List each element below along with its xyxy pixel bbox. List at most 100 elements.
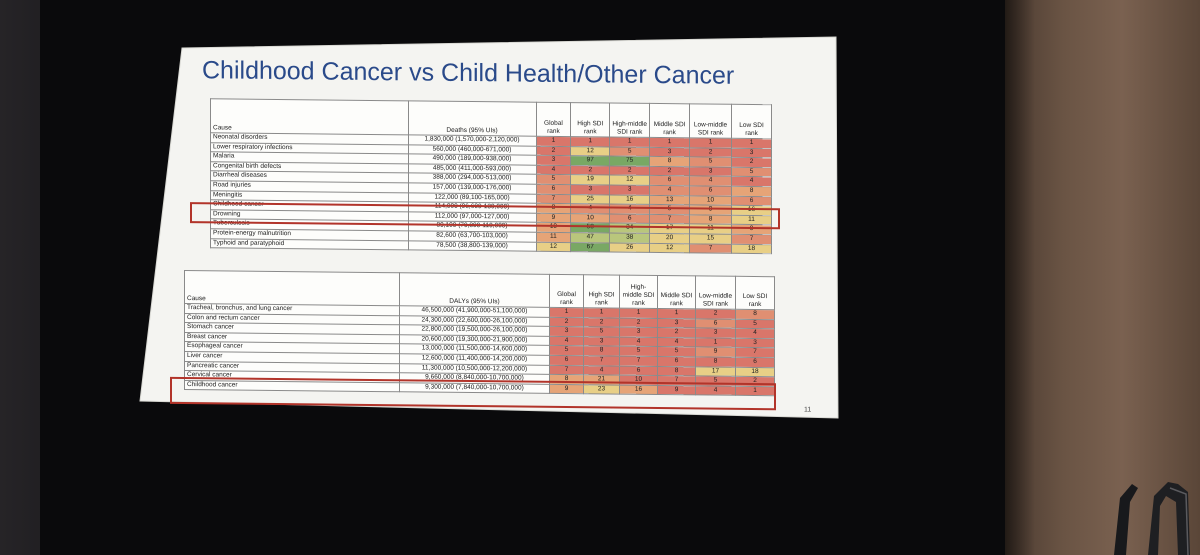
rank-cell: 1: [695, 337, 736, 348]
rank-cell: 7: [735, 347, 775, 358]
rank-cell: 38: [609, 232, 650, 243]
rank-cell: 4: [689, 176, 732, 187]
rank-cell: 5: [731, 167, 772, 178]
rank-cell: 16: [609, 194, 650, 205]
cause-cell: Typhoid and paratyphoid: [210, 238, 409, 250]
rank-cell: 3: [609, 184, 650, 195]
rank-cell: 2: [695, 308, 736, 319]
rank-cell: 5: [609, 146, 650, 157]
rank-cell: 3: [649, 146, 690, 158]
rank-cell: 4: [549, 336, 584, 347]
rank-cell: 8: [649, 156, 690, 167]
column-header: Low-middle SDI rank: [695, 275, 736, 310]
rank-cell: 1: [536, 136, 571, 147]
column-header: Middle SDI rank: [649, 103, 690, 138]
page-number: 11: [804, 406, 812, 414]
rank-cell: 2: [570, 165, 610, 176]
rank-cell: 2: [549, 316, 584, 327]
rank-cell: 25: [570, 194, 610, 205]
rank-cell: 18: [731, 243, 772, 254]
rank-cell: 7: [583, 355, 620, 366]
rank-cell: 97: [570, 155, 610, 166]
rank-cell: 67: [570, 242, 610, 253]
room-wall-right: [1005, 0, 1200, 555]
rank-cell: 3: [731, 147, 772, 158]
rank-cell: 4: [649, 185, 690, 196]
rank-cell: 5: [549, 345, 584, 356]
rank-cell: 7: [549, 364, 584, 375]
rank-cell: 7: [689, 243, 732, 254]
rank-cell: 7: [536, 193, 571, 204]
column-header: Middle SDI rank: [657, 275, 696, 309]
rank-cell: 8: [731, 186, 772, 197]
column-header: Low SDI rank: [731, 104, 772, 139]
value-cell: 78,500 (38,800-139,000): [408, 240, 537, 252]
rank-cell: 1: [649, 137, 690, 148]
rank-cell: 3: [735, 338, 775, 349]
rank-cell: 3: [657, 318, 696, 329]
slide-title: Childhood Cancer vs Child Health/Other C…: [202, 56, 735, 90]
rank-cell: 4: [619, 336, 658, 347]
column-header: High SDI rank: [570, 102, 610, 137]
rank-cell: 4: [536, 164, 571, 175]
rank-cell: 2: [657, 327, 696, 338]
column-header: Global rank: [536, 102, 571, 137]
column-header: Low SDI rank: [735, 276, 775, 310]
rank-cell: 10: [689, 195, 732, 206]
rank-cell: 4: [583, 365, 620, 376]
column-header: High SDI rank: [583, 274, 620, 309]
rank-cell: 3: [695, 328, 736, 339]
rank-cell: 6: [619, 365, 658, 376]
rank-cell: 6: [735, 357, 775, 368]
deaths-table: Cause Deaths (95% UIs) Global rank High …: [210, 98, 772, 255]
rank-cell: 6: [657, 356, 696, 367]
rank-cell: 12: [536, 241, 571, 252]
rank-cell: 6: [549, 355, 584, 366]
rank-cell: 1: [731, 138, 772, 149]
rank-cell: 1: [689, 137, 732, 148]
rank-cell: 2: [731, 157, 772, 168]
rank-cell: 5: [619, 346, 658, 357]
column-header: Global rank: [549, 274, 584, 308]
rank-cell: 4: [731, 176, 772, 187]
rank-cell: 2: [649, 166, 690, 177]
column-header: DALYs (95% UIs): [399, 272, 550, 308]
rank-cell: 5: [657, 346, 696, 357]
rank-cell: 6: [536, 184, 571, 195]
rank-cell: 6: [649, 175, 690, 186]
rank-cell: 4: [735, 328, 775, 339]
rank-cell: 6: [689, 185, 732, 196]
rank-cell: 6: [731, 195, 772, 206]
rank-cell: 13: [649, 194, 690, 205]
rank-cell: 2: [609, 165, 650, 176]
rank-cell: 5: [536, 174, 571, 185]
rank-cell: 5: [689, 157, 732, 168]
rank-cell: 18: [735, 366, 775, 377]
column-header: Low-middle SDI rank: [689, 103, 732, 139]
column-header: Deaths (95% UIs): [408, 100, 537, 137]
rank-cell: 1: [657, 308, 696, 319]
rank-cell: 1: [619, 308, 658, 319]
rank-cell: 47: [570, 232, 610, 243]
rank-cell: 2: [689, 147, 732, 158]
rank-cell: 8: [735, 309, 775, 320]
rank-cell: 2: [583, 317, 620, 328]
highlight-box-dalys: [170, 376, 776, 411]
rank-cell: 12: [609, 175, 650, 186]
rank-cell: 3: [570, 184, 610, 195]
rank-cell: 12: [570, 146, 610, 157]
rank-cell: 2: [536, 145, 571, 156]
rank-cell: 1: [583, 307, 620, 318]
rank-cell: 8: [583, 346, 620, 357]
column-header: Cause: [210, 98, 409, 135]
deaths-table-body: Neonatal disorders 1,830,000 (1,570,000-2…: [210, 132, 772, 254]
rank-cell: 1: [549, 307, 584, 318]
rank-cell: 1: [609, 136, 650, 147]
rank-cell: 1: [570, 136, 610, 147]
slide: Childhood Cancer vs Child Health/Other C…: [170, 48, 832, 415]
rank-cell: 5: [735, 318, 775, 329]
rank-cell: 75: [609, 156, 650, 167]
rank-cell: 8: [657, 366, 696, 377]
rank-cell: 20: [649, 233, 690, 244]
rank-cell: 8: [695, 356, 736, 367]
